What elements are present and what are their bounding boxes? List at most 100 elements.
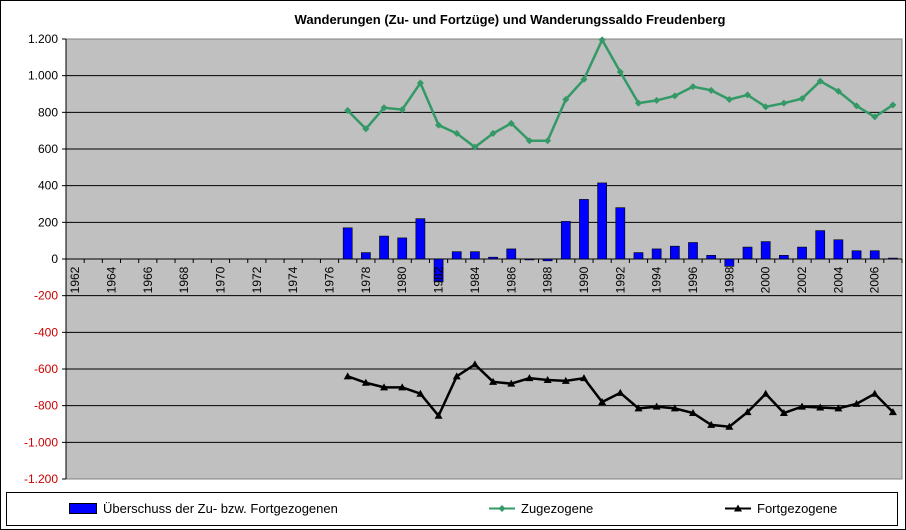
x-tick-label: 1988: [541, 266, 555, 293]
x-tick-label: 1968: [177, 266, 191, 293]
plot-area: 1.2001.0008006004002000-200-400-600-800-…: [24, 32, 903, 486]
fortgezogene-point: [725, 422, 734, 430]
zugezogene-point: [671, 92, 679, 100]
bar: [651, 248, 662, 260]
y-tick-label: 1.000: [28, 69, 58, 83]
y-tick-label: -1.000: [24, 435, 58, 449]
zugezogene-point: [780, 99, 788, 107]
x-tick-label: 1982: [432, 266, 446, 293]
fortgezogene-point: [598, 398, 607, 405]
x-tick-label: 1974: [286, 266, 300, 293]
fortgezogene-point: [343, 372, 352, 380]
x-tick-label: 2000: [759, 266, 773, 293]
y-tick-label: -200: [34, 289, 58, 303]
zugezogene-point: [871, 113, 879, 121]
bar: [815, 230, 826, 260]
zugezogene-point: [598, 36, 606, 44]
zugezogene-point: [344, 107, 352, 114]
bar: [524, 258, 535, 261]
bar: [415, 218, 426, 260]
zugezogene-point: [725, 96, 733, 103]
bar: [888, 257, 898, 260]
zugezogene-point: [634, 99, 642, 107]
legend-line-swatch-zugezogene: [489, 505, 515, 512]
fortgezogene-point: [834, 404, 843, 412]
fortgezogene-point: [707, 420, 716, 428]
fortgezogene-point: [361, 378, 370, 386]
x-tick-label: 1986: [504, 266, 518, 293]
bar: [560, 221, 571, 260]
bar: [542, 258, 553, 262]
zugezogene-point: [762, 103, 770, 111]
zugezogene-point: [489, 129, 497, 137]
fortgezogene-point: [525, 374, 534, 382]
zugezogene-point: [653, 96, 661, 104]
fortgezogene-point: [489, 377, 498, 385]
fortgezogene-point: [398, 383, 407, 391]
y-tick-label: 1.200: [28, 32, 58, 46]
bar: [669, 245, 680, 260]
bar: [742, 246, 753, 260]
zugezogene-point: [834, 87, 842, 95]
bar: [779, 255, 789, 260]
zugezogene-point: [707, 86, 715, 94]
fortgezogene-point: [579, 374, 588, 382]
bar: [342, 227, 353, 260]
x-tick-label: 1978: [359, 266, 373, 293]
fortgezogene-point: [470, 360, 479, 368]
legend-item-zugezogene: Zugezogene: [489, 501, 593, 516]
fortgezogene-point: [561, 376, 570, 384]
x-tick-label: 1984: [468, 266, 482, 293]
y-tick-label: 800: [38, 105, 58, 119]
x-tick-label: 2002: [795, 266, 809, 293]
fortgezogene-point: [798, 402, 807, 410]
fortgezogene-point: [380, 383, 389, 391]
zugezogene-point: [853, 102, 861, 110]
bar: [633, 252, 644, 260]
x-tick-label: 2004: [831, 266, 845, 293]
bar: [470, 251, 480, 260]
fortgezogene-point: [888, 408, 897, 416]
x-tick-label: 1996: [686, 266, 700, 293]
bar: [851, 250, 862, 260]
legend-line-swatch-fortgezogene: [725, 504, 751, 512]
y-tick-label: 200: [38, 215, 58, 229]
fortgezogene-point: [870, 389, 879, 397]
bar: [488, 256, 498, 260]
fortgezogene-point: [543, 376, 552, 383]
bar: [869, 250, 880, 260]
fortgezogene-point: [616, 388, 625, 396]
legend-label-zugezogene: Zugezogene: [521, 501, 594, 516]
zugezogene-point: [380, 104, 388, 112]
zugezogene-point: [362, 125, 370, 133]
bar: [797, 246, 807, 260]
fortgezogene-point: [507, 379, 516, 387]
zugezogene-point: [525, 137, 533, 145]
zugezogene-point: [889, 101, 897, 109]
zugezogene-point: [816, 77, 824, 85]
zugezogene-point: [398, 106, 406, 114]
x-tick-label: 1994: [650, 266, 664, 293]
zugezogene-point: [798, 95, 806, 103]
chart-title: Wanderungen (Zu- und Fortzüge) und Wande…: [295, 12, 726, 27]
zugezogene-point: [507, 119, 515, 127]
bar: [579, 199, 589, 260]
bar: [433, 258, 444, 283]
bar: [397, 237, 408, 260]
bar: [724, 258, 735, 267]
bar: [451, 251, 462, 260]
y-tick-label: 400: [38, 179, 58, 193]
fortgezogene-point: [816, 403, 825, 411]
zugezogene-point: [471, 143, 479, 151]
fortgezogene-point: [452, 372, 461, 380]
bar: [379, 235, 389, 260]
fortgezogene-point: [416, 389, 425, 397]
fortgezogene-point: [852, 399, 861, 407]
zugezogene-point: [616, 68, 624, 76]
bar: [361, 252, 371, 260]
y-tick-label: -600: [34, 362, 58, 376]
x-tick-label: 1966: [141, 266, 155, 293]
x-tick-label: 1992: [613, 266, 627, 293]
fortgezogene-point: [434, 411, 443, 419]
